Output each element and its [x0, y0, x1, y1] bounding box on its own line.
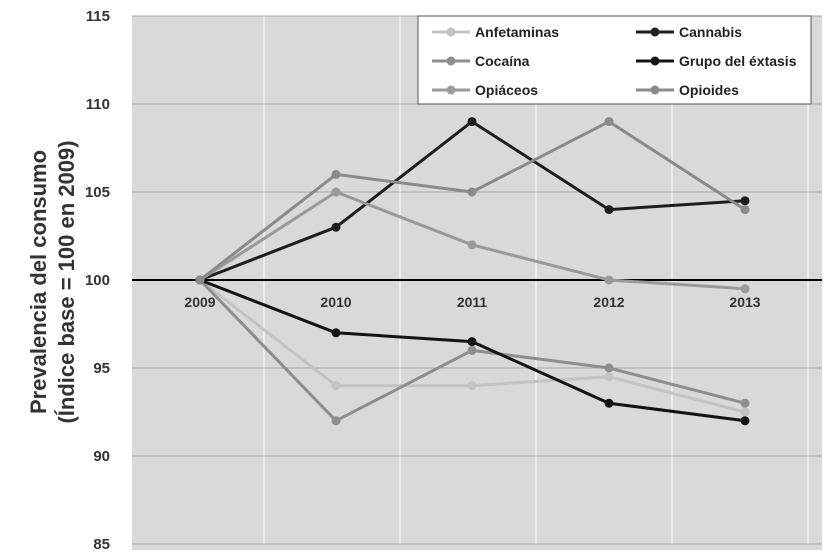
legend-label: Opiáceos	[475, 82, 538, 98]
data-point-opiaceos	[604, 275, 614, 285]
series-cocaina	[195, 275, 750, 426]
data-point-cocaina	[740, 398, 750, 408]
legend-marker	[446, 27, 456, 37]
data-point-anfetaminas	[467, 381, 477, 391]
x-tick-label: 2012	[593, 294, 624, 310]
y-tick-label: 100	[85, 272, 110, 289]
y-tick-label: 115	[86, 8, 110, 25]
legend-item-cannabis: Cannabis	[636, 24, 742, 40]
y-axis-title-line1: Prevalencia del consumo	[26, 150, 51, 414]
x-axis-ticks: 2009 2010 2011 2012 2013	[184, 294, 760, 310]
legend-item-opiaceos: Opiáceos	[432, 82, 538, 98]
series-opioides	[195, 117, 750, 285]
y-tick-label: 95	[93, 360, 110, 377]
data-point-opioides	[604, 117, 614, 127]
legend-marker	[650, 27, 660, 37]
data-point-cannabis	[740, 196, 750, 206]
data-point-cocaina	[331, 416, 341, 426]
data-point-opioides	[331, 169, 341, 179]
legend-label: Cocaína	[475, 53, 530, 69]
data-point-grupo-del-extasis	[467, 337, 477, 347]
legend-box	[417, 15, 812, 105]
plot-area	[132, 16, 822, 550]
data-point-grupo-del-extasis	[740, 416, 750, 426]
legend-item-opioides: Opioides	[636, 82, 739, 98]
y-tick-label: 90	[93, 448, 110, 465]
legend-marker	[446, 85, 456, 95]
x-tick-label: 2010	[320, 294, 351, 310]
data-point-anfetaminas	[604, 372, 614, 382]
data-point-cannabis	[467, 117, 477, 127]
legend-marker	[650, 85, 660, 95]
y-tick-label: 85	[93, 536, 110, 553]
legend-marker	[446, 56, 456, 66]
data-point-cannabis	[604, 205, 614, 215]
x-tick-label: 2009	[184, 294, 215, 310]
x-tick-label: 2013	[729, 294, 760, 310]
data-point-cocaina	[467, 345, 477, 355]
legend-item-grupo-del-extasis: Grupo del éxtasis	[636, 53, 797, 69]
data-point-cannabis	[331, 222, 341, 232]
x-tick-label: 2011	[457, 294, 488, 310]
y-axis-title-line2: (Índice base = 100 en 2009)	[54, 140, 79, 423]
legend-marker	[650, 56, 660, 66]
data-point-opioides	[740, 205, 750, 215]
y-tick-label: 110	[86, 96, 110, 113]
data-point-opiaceos	[331, 187, 341, 197]
legend-item-anfetaminas: Anfetaminas	[432, 24, 559, 40]
data-point-grupo-del-extasis	[331, 328, 341, 338]
series-grupo-del-extasis	[195, 275, 750, 426]
legend-label: Opioides	[679, 82, 739, 98]
legend-label: Cannabis	[679, 24, 742, 40]
data-point-cocaina	[604, 363, 614, 373]
data-point-anfetaminas	[740, 407, 750, 417]
legend-label: Anfetaminas	[475, 24, 559, 40]
y-tick-label: 105	[85, 184, 110, 201]
legend-label: Grupo del éxtasis	[679, 53, 797, 69]
data-point-opioides	[467, 187, 477, 197]
y-axis-ticks: 85 90 95 100 105 110 115	[85, 8, 110, 553]
data-point-opiaceos	[740, 284, 750, 294]
data-point-opiaceos	[467, 240, 477, 250]
series-group	[195, 117, 750, 426]
series-cannabis	[195, 117, 750, 285]
data-point-opioides	[195, 275, 205, 285]
legend: Anfetaminas Cannabis Cocaína Grupo del éxta…	[417, 15, 812, 105]
data-point-grupo-del-extasis	[604, 398, 614, 408]
legend-item-cocaina: Cocaína	[432, 53, 530, 69]
data-point-anfetaminas	[331, 381, 341, 391]
y-axis-title: Prevalencia del consumo (Índice base = 1…	[26, 140, 79, 423]
